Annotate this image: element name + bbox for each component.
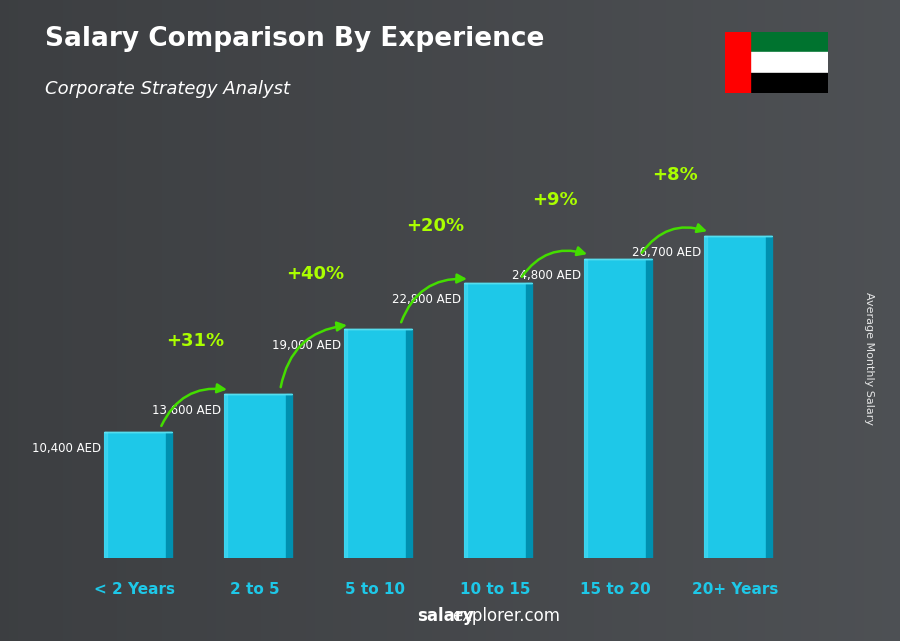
Text: +40%: +40% bbox=[286, 265, 344, 283]
Polygon shape bbox=[286, 394, 292, 558]
Text: salary: salary bbox=[417, 607, 473, 625]
Text: +31%: +31% bbox=[166, 332, 224, 350]
FancyBboxPatch shape bbox=[344, 329, 406, 558]
Bar bbox=[751, 53, 828, 72]
Text: 24,800 AED: 24,800 AED bbox=[512, 269, 581, 282]
Polygon shape bbox=[766, 236, 772, 558]
Polygon shape bbox=[224, 394, 227, 558]
FancyBboxPatch shape bbox=[464, 283, 526, 558]
Text: Corporate Strategy Analyst: Corporate Strategy Analyst bbox=[45, 80, 290, 98]
Text: +9%: +9% bbox=[532, 191, 578, 210]
Text: 26,700 AED: 26,700 AED bbox=[632, 246, 701, 259]
Bar bbox=[751, 72, 828, 93]
Polygon shape bbox=[526, 283, 533, 558]
Polygon shape bbox=[704, 236, 707, 558]
FancyBboxPatch shape bbox=[704, 236, 766, 558]
Text: +8%: +8% bbox=[652, 167, 698, 185]
Text: 10,400 AED: 10,400 AED bbox=[32, 442, 102, 455]
Text: 15 to 20: 15 to 20 bbox=[580, 581, 651, 597]
Polygon shape bbox=[646, 259, 652, 558]
Text: 22,800 AED: 22,800 AED bbox=[392, 293, 462, 306]
Text: 2 to 5: 2 to 5 bbox=[230, 581, 280, 597]
Text: < 2 Years: < 2 Years bbox=[94, 581, 176, 597]
Polygon shape bbox=[104, 433, 107, 558]
FancyBboxPatch shape bbox=[584, 259, 646, 558]
Text: 5 to 10: 5 to 10 bbox=[345, 581, 405, 597]
Polygon shape bbox=[464, 283, 467, 558]
Text: Average Monthly Salary: Average Monthly Salary bbox=[863, 292, 874, 426]
Text: explorer.com: explorer.com bbox=[452, 607, 560, 625]
Text: Salary Comparison By Experience: Salary Comparison By Experience bbox=[45, 26, 544, 52]
FancyBboxPatch shape bbox=[104, 433, 166, 558]
Polygon shape bbox=[166, 433, 173, 558]
Polygon shape bbox=[344, 329, 346, 558]
FancyBboxPatch shape bbox=[224, 394, 286, 558]
Text: 19,000 AED: 19,000 AED bbox=[273, 339, 341, 352]
Text: 20+ Years: 20+ Years bbox=[692, 581, 778, 597]
Bar bbox=[751, 32, 828, 53]
Text: 10 to 15: 10 to 15 bbox=[460, 581, 530, 597]
Polygon shape bbox=[406, 329, 412, 558]
Text: 13,600 AED: 13,600 AED bbox=[152, 404, 221, 417]
Polygon shape bbox=[584, 259, 587, 558]
Bar bbox=[724, 32, 751, 93]
Text: +20%: +20% bbox=[406, 217, 464, 235]
